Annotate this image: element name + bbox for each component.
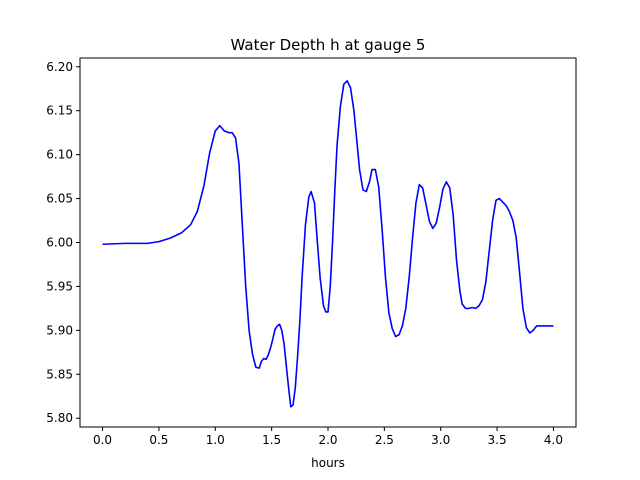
x-tick-label: 0.5 bbox=[149, 433, 168, 447]
x-axis-label: hours bbox=[311, 456, 345, 470]
x-tick-label: 2.0 bbox=[318, 433, 337, 447]
y-tick-label: 6.10 bbox=[46, 148, 73, 162]
chart-title: Water Depth h at gauge 5 bbox=[231, 36, 426, 54]
y-tick-label: 5.90 bbox=[46, 323, 73, 337]
y-tick-label: 6.05 bbox=[46, 192, 73, 206]
x-tick-label: 3.0 bbox=[431, 433, 450, 447]
x-tick-label: 3.5 bbox=[488, 433, 507, 447]
plot-area: 0.0 0.5 1.0 1.5 2.0 2.5 3.0 3.5 4.0 5.80 5.85 5.90 5… bbox=[46, 57, 577, 447]
y-tick-label: 5.80 bbox=[46, 411, 73, 425]
x-tick-label: 1.0 bbox=[206, 433, 225, 447]
y-tick-label: 6.20 bbox=[46, 60, 73, 74]
y-tick-label: 5.85 bbox=[46, 367, 73, 381]
x-tick-label: 4.0 bbox=[544, 433, 563, 447]
y-tick-label: 5.95 bbox=[46, 279, 73, 293]
series-line-0 bbox=[102, 80, 554, 408]
y-tick-label: 6.00 bbox=[46, 236, 73, 250]
y-tick-label: 6.15 bbox=[46, 104, 73, 118]
x-tick-label: 0.0 bbox=[93, 433, 112, 447]
x-tick-label: 2.5 bbox=[375, 433, 394, 447]
x-tick-label: 1.5 bbox=[262, 433, 281, 447]
